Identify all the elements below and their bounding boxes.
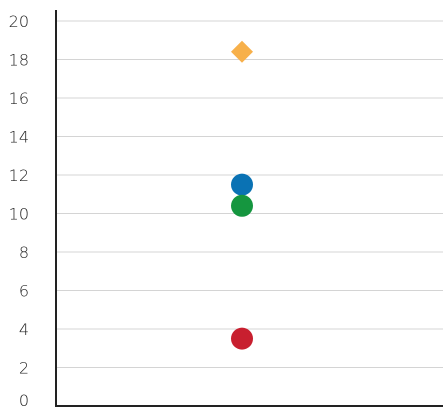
data-point-diamond (231, 40, 253, 63)
y-tick-label: 4 (19, 320, 29, 339)
y-tick-label: 14 (9, 128, 29, 147)
y-tick-label: 6 (19, 282, 29, 301)
y-tick-label: 10 (9, 205, 29, 224)
y-axis-ticks: 0 2 4 6 8 10 12 14 16 18 20 (9, 12, 29, 410)
data-point-circle (231, 327, 253, 350)
data-point-circle (231, 173, 253, 196)
data-points (231, 40, 253, 350)
y-tick-label: 20 (9, 12, 29, 31)
y-tick-label: 18 (9, 51, 29, 70)
y-tick-label: 12 (9, 166, 29, 185)
y-tick-label: 16 (9, 89, 29, 108)
gridlines (56, 20, 443, 368)
y-tick-label: 8 (19, 243, 29, 262)
y-tick-label: 2 (19, 359, 29, 378)
y-tick-label: 0 (19, 391, 29, 410)
data-point-circle (231, 194, 253, 217)
